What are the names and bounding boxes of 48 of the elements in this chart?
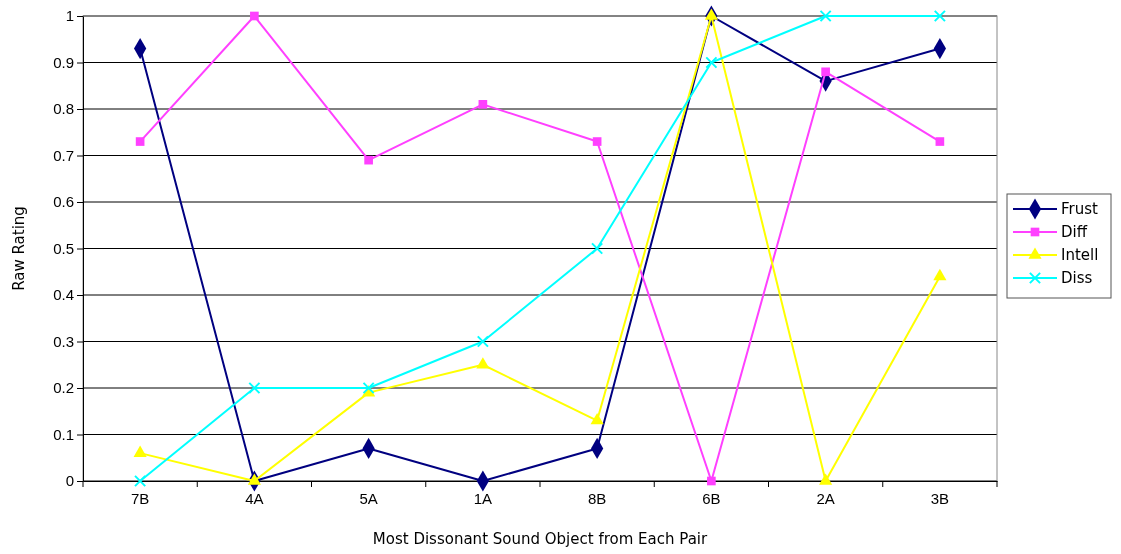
x-tick-label: 4A xyxy=(245,489,264,507)
x-tick-label: 5A xyxy=(359,489,378,507)
x-axis-title: Most Dissonant Sound Object from Each Pair xyxy=(372,530,708,548)
point xyxy=(592,137,602,146)
x-tick-label: 6B xyxy=(702,489,721,507)
y-tick-label: 0.3 xyxy=(53,332,74,350)
y-tick-label: 0.9 xyxy=(53,53,74,71)
y-axis-title: Raw Rating xyxy=(10,206,28,291)
y-tick-label: 0.8 xyxy=(53,100,74,118)
legend-label: Diss xyxy=(1061,269,1093,287)
point xyxy=(933,9,946,23)
x-tick-label: 3B xyxy=(930,489,950,507)
point xyxy=(362,381,375,395)
point xyxy=(821,67,830,77)
y-tick-label: 1 xyxy=(65,7,74,25)
point xyxy=(247,473,261,485)
point xyxy=(707,476,716,486)
legend-label: Frust xyxy=(1061,200,1099,218)
point xyxy=(935,137,945,146)
point xyxy=(250,11,259,21)
point xyxy=(933,268,947,281)
legend-label: Intell xyxy=(1061,246,1099,264)
point xyxy=(590,412,604,425)
x-tick-label: 2A xyxy=(816,489,835,507)
y-tick-label: 0 xyxy=(65,472,74,490)
point xyxy=(364,155,373,165)
point xyxy=(819,473,833,485)
point xyxy=(478,100,488,109)
point xyxy=(705,56,718,69)
x-tick-label: 1A xyxy=(473,489,493,507)
point xyxy=(819,9,832,23)
point xyxy=(591,242,604,255)
point xyxy=(135,137,145,146)
point xyxy=(476,357,490,369)
legend-label: Diff xyxy=(1061,223,1088,241)
point xyxy=(476,335,489,348)
point xyxy=(704,8,718,20)
point xyxy=(248,381,261,395)
x-tick-label: 7B xyxy=(130,489,150,507)
x-tick-label: 8B xyxy=(587,489,607,507)
y-tick-label: 0.6 xyxy=(53,193,74,211)
point xyxy=(133,445,147,457)
y-tick-label: 0.7 xyxy=(53,146,74,164)
y-tick-label: 0.5 xyxy=(53,239,74,257)
y-tick-label: 0.4 xyxy=(53,286,74,304)
y-tick-label: 0.1 xyxy=(53,425,74,443)
y-tick-label: 0.2 xyxy=(53,379,74,397)
point xyxy=(134,474,147,488)
